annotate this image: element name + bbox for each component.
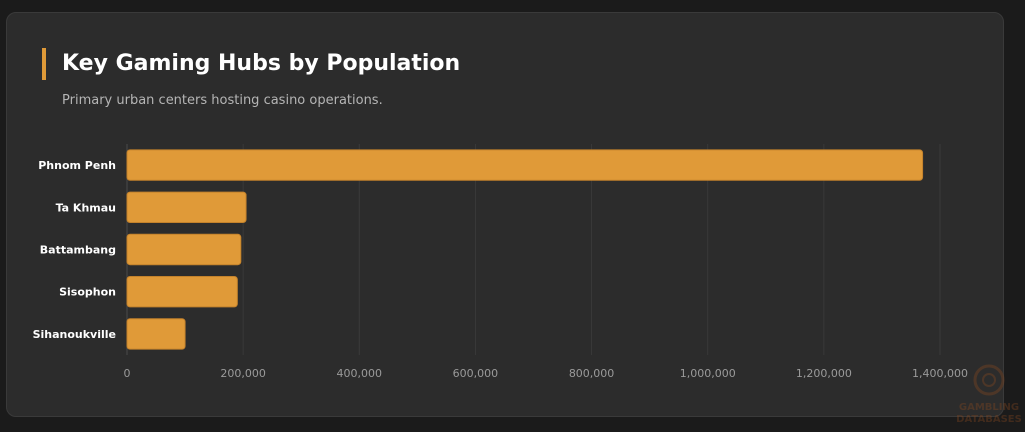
category-label: Phnom Penh [38,159,116,172]
category-label: Sihanoukville [33,328,116,341]
bars [126,149,924,350]
x-tick-label: 600,000 [453,367,499,380]
x-tick-label: 0 [124,367,131,380]
bar-ta-khmau[interactable] [126,191,247,223]
title-accent: Key Gaming Hubs by Population [42,48,460,80]
x-tick-label: 1,400,000 [912,367,968,380]
watermark-line-2: DATABASES [956,414,1022,425]
x-tick-label: 1,200,000 [796,367,852,380]
bar-battambang[interactable] [126,233,242,266]
watermark-line-1: GAMBLING [959,402,1019,413]
x-tick-label: 200,000 [220,367,266,380]
bar-sisophon[interactable] [126,276,238,308]
bar-sihanoukville[interactable] [126,318,186,350]
x-tick-label: 1,000,000 [680,367,736,380]
category-label: Ta Khmau [56,201,116,214]
category-label: Sisophon [59,286,116,299]
x-tick-label: 400,000 [337,367,383,380]
category-labels: Phnom Penh Ta Khmau Battambang Sisophon Siha… [33,159,116,341]
bar-phnom-penh[interactable] [126,149,924,181]
poker-chip-icon [973,364,1005,396]
category-label: Battambang [40,244,116,257]
chart-subtitle: Primary urban centers hosting casino ope… [62,93,383,108]
x-tick-labels: 0 200,000 400,000 600,000 800,000 1,000,000 1,… [124,367,968,380]
x-tick-label: 800,000 [569,367,615,380]
chart-title: Key Gaming Hubs by Population [62,51,461,76]
watermark-logo: GAMBLING DATABASES [955,362,1023,428]
